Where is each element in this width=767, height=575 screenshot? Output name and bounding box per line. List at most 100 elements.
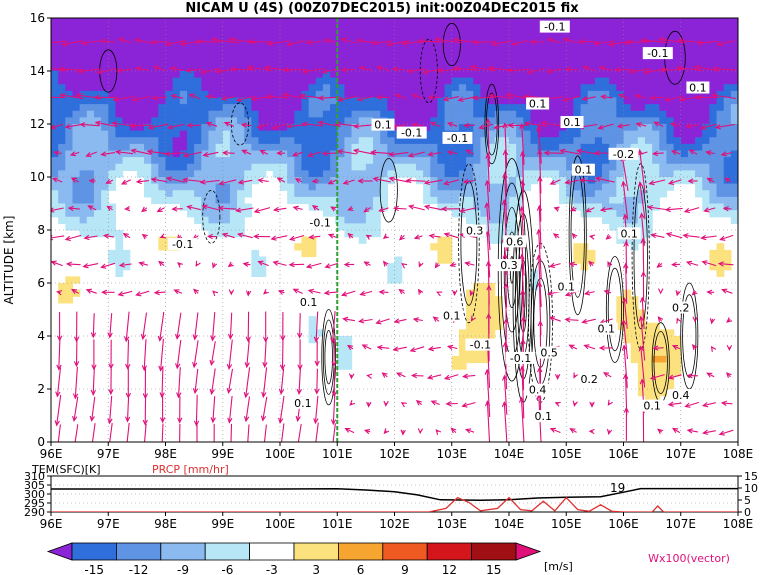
shading-cell bbox=[716, 163, 725, 171]
shading-cell bbox=[244, 77, 252, 85]
shading-cell bbox=[630, 163, 639, 171]
shading-cell bbox=[365, 130, 374, 138]
shading-cell bbox=[365, 216, 374, 224]
shading-cell bbox=[215, 44, 224, 52]
shading-cell bbox=[702, 104, 710, 112]
shading-cell bbox=[630, 170, 639, 178]
shading-cell bbox=[258, 143, 267, 152]
shading-cell bbox=[637, 336, 646, 344]
shading-cell bbox=[237, 57, 245, 65]
wind-vector-head bbox=[463, 122, 470, 129]
shading-cell bbox=[709, 137, 718, 145]
wind-vector-head bbox=[56, 335, 63, 342]
shading-cell bbox=[308, 322, 317, 330]
wind-vector-head bbox=[65, 261, 73, 267]
shading-cell bbox=[602, 203, 610, 211]
shading-cell bbox=[587, 137, 596, 145]
shading-cell bbox=[544, 71, 553, 79]
shading-cell bbox=[551, 71, 560, 79]
shading-cell bbox=[108, 163, 117, 171]
shading-cell bbox=[301, 243, 310, 251]
shading-cell bbox=[86, 77, 95, 85]
shading-cell bbox=[466, 44, 474, 52]
shading-cell bbox=[322, 31, 331, 39]
shading-cell bbox=[194, 90, 202, 99]
wind-vector bbox=[486, 231, 491, 278]
shading-cell bbox=[473, 90, 481, 99]
wind-vector-head bbox=[721, 288, 728, 294]
shading-cell bbox=[79, 210, 88, 218]
shading-cell bbox=[659, 31, 668, 39]
wind-vector bbox=[245, 367, 251, 398]
wind-vector bbox=[360, 290, 373, 296]
shading-cell bbox=[280, 117, 288, 125]
shading-cell bbox=[122, 24, 131, 32]
shading-cell bbox=[587, 130, 596, 138]
shading-cell bbox=[716, 150, 725, 158]
shading-cell bbox=[458, 104, 467, 112]
shading-cell bbox=[451, 57, 460, 65]
wind-vector bbox=[428, 151, 442, 156]
shading-cell bbox=[437, 203, 446, 211]
shading-cell bbox=[308, 37, 317, 46]
shading-cell bbox=[79, 216, 88, 224]
shading-cell bbox=[337, 51, 346, 59]
shading-cell bbox=[151, 143, 159, 152]
shading-cell bbox=[344, 57, 353, 65]
shading-cell bbox=[695, 37, 703, 46]
shading-cell bbox=[559, 84, 567, 92]
y-tick-label: 8 bbox=[37, 223, 45, 237]
shading-cell bbox=[695, 170, 703, 178]
wind-vector-head bbox=[597, 124, 604, 130]
shading-cell bbox=[108, 143, 117, 152]
shading-cell bbox=[229, 150, 238, 158]
shading-cell bbox=[229, 190, 238, 198]
wind-vector-head bbox=[51, 124, 56, 130]
shading-cell bbox=[65, 143, 74, 152]
wind-vector bbox=[254, 207, 271, 213]
wind-vector-head bbox=[536, 125, 542, 132]
wind-vector-head bbox=[683, 207, 690, 214]
shading-cell bbox=[709, 150, 718, 158]
shading-cell bbox=[387, 269, 396, 277]
shading-cell bbox=[637, 362, 646, 370]
shading-cell bbox=[86, 223, 95, 231]
wind-vector-head bbox=[366, 401, 372, 408]
shading-cell bbox=[358, 137, 367, 145]
shading-cell bbox=[594, 183, 603, 191]
shading-cell bbox=[509, 64, 517, 72]
shading-cell bbox=[730, 196, 738, 205]
shading-cell bbox=[487, 130, 496, 138]
shading-cell bbox=[165, 137, 174, 145]
shading-cell bbox=[280, 137, 288, 145]
shading-cell bbox=[394, 18, 403, 26]
shading-cell bbox=[451, 163, 460, 171]
shading-cell bbox=[695, 90, 703, 99]
shading-cell bbox=[115, 143, 124, 152]
shading-cell bbox=[473, 24, 481, 32]
wind-vector-head bbox=[685, 260, 693, 266]
wind-vector-head bbox=[317, 120, 324, 126]
wind-vector bbox=[331, 311, 336, 343]
wind-vector bbox=[56, 367, 62, 397]
contour-label: 0.1 bbox=[374, 119, 392, 132]
shading-cell bbox=[680, 137, 689, 145]
shading-cell bbox=[637, 143, 646, 152]
contour-line bbox=[321, 309, 337, 406]
shading-cell bbox=[480, 289, 489, 297]
shading-cell bbox=[344, 104, 353, 112]
shading-cell bbox=[594, 170, 603, 178]
shading-cell bbox=[573, 90, 582, 99]
shading-cell bbox=[108, 104, 117, 112]
wind-vector-head bbox=[407, 204, 415, 210]
wind-vector bbox=[280, 368, 285, 394]
wind-vector-head bbox=[71, 288, 78, 295]
wind-vector bbox=[222, 96, 236, 100]
shading-cell bbox=[244, 163, 252, 171]
colorbar-segment bbox=[116, 542, 162, 561]
wind-vector bbox=[56, 394, 62, 426]
shading-cell bbox=[222, 104, 231, 112]
colorbar-segment bbox=[426, 542, 473, 561]
shading-cell bbox=[480, 24, 489, 32]
shading-cell bbox=[294, 31, 303, 39]
